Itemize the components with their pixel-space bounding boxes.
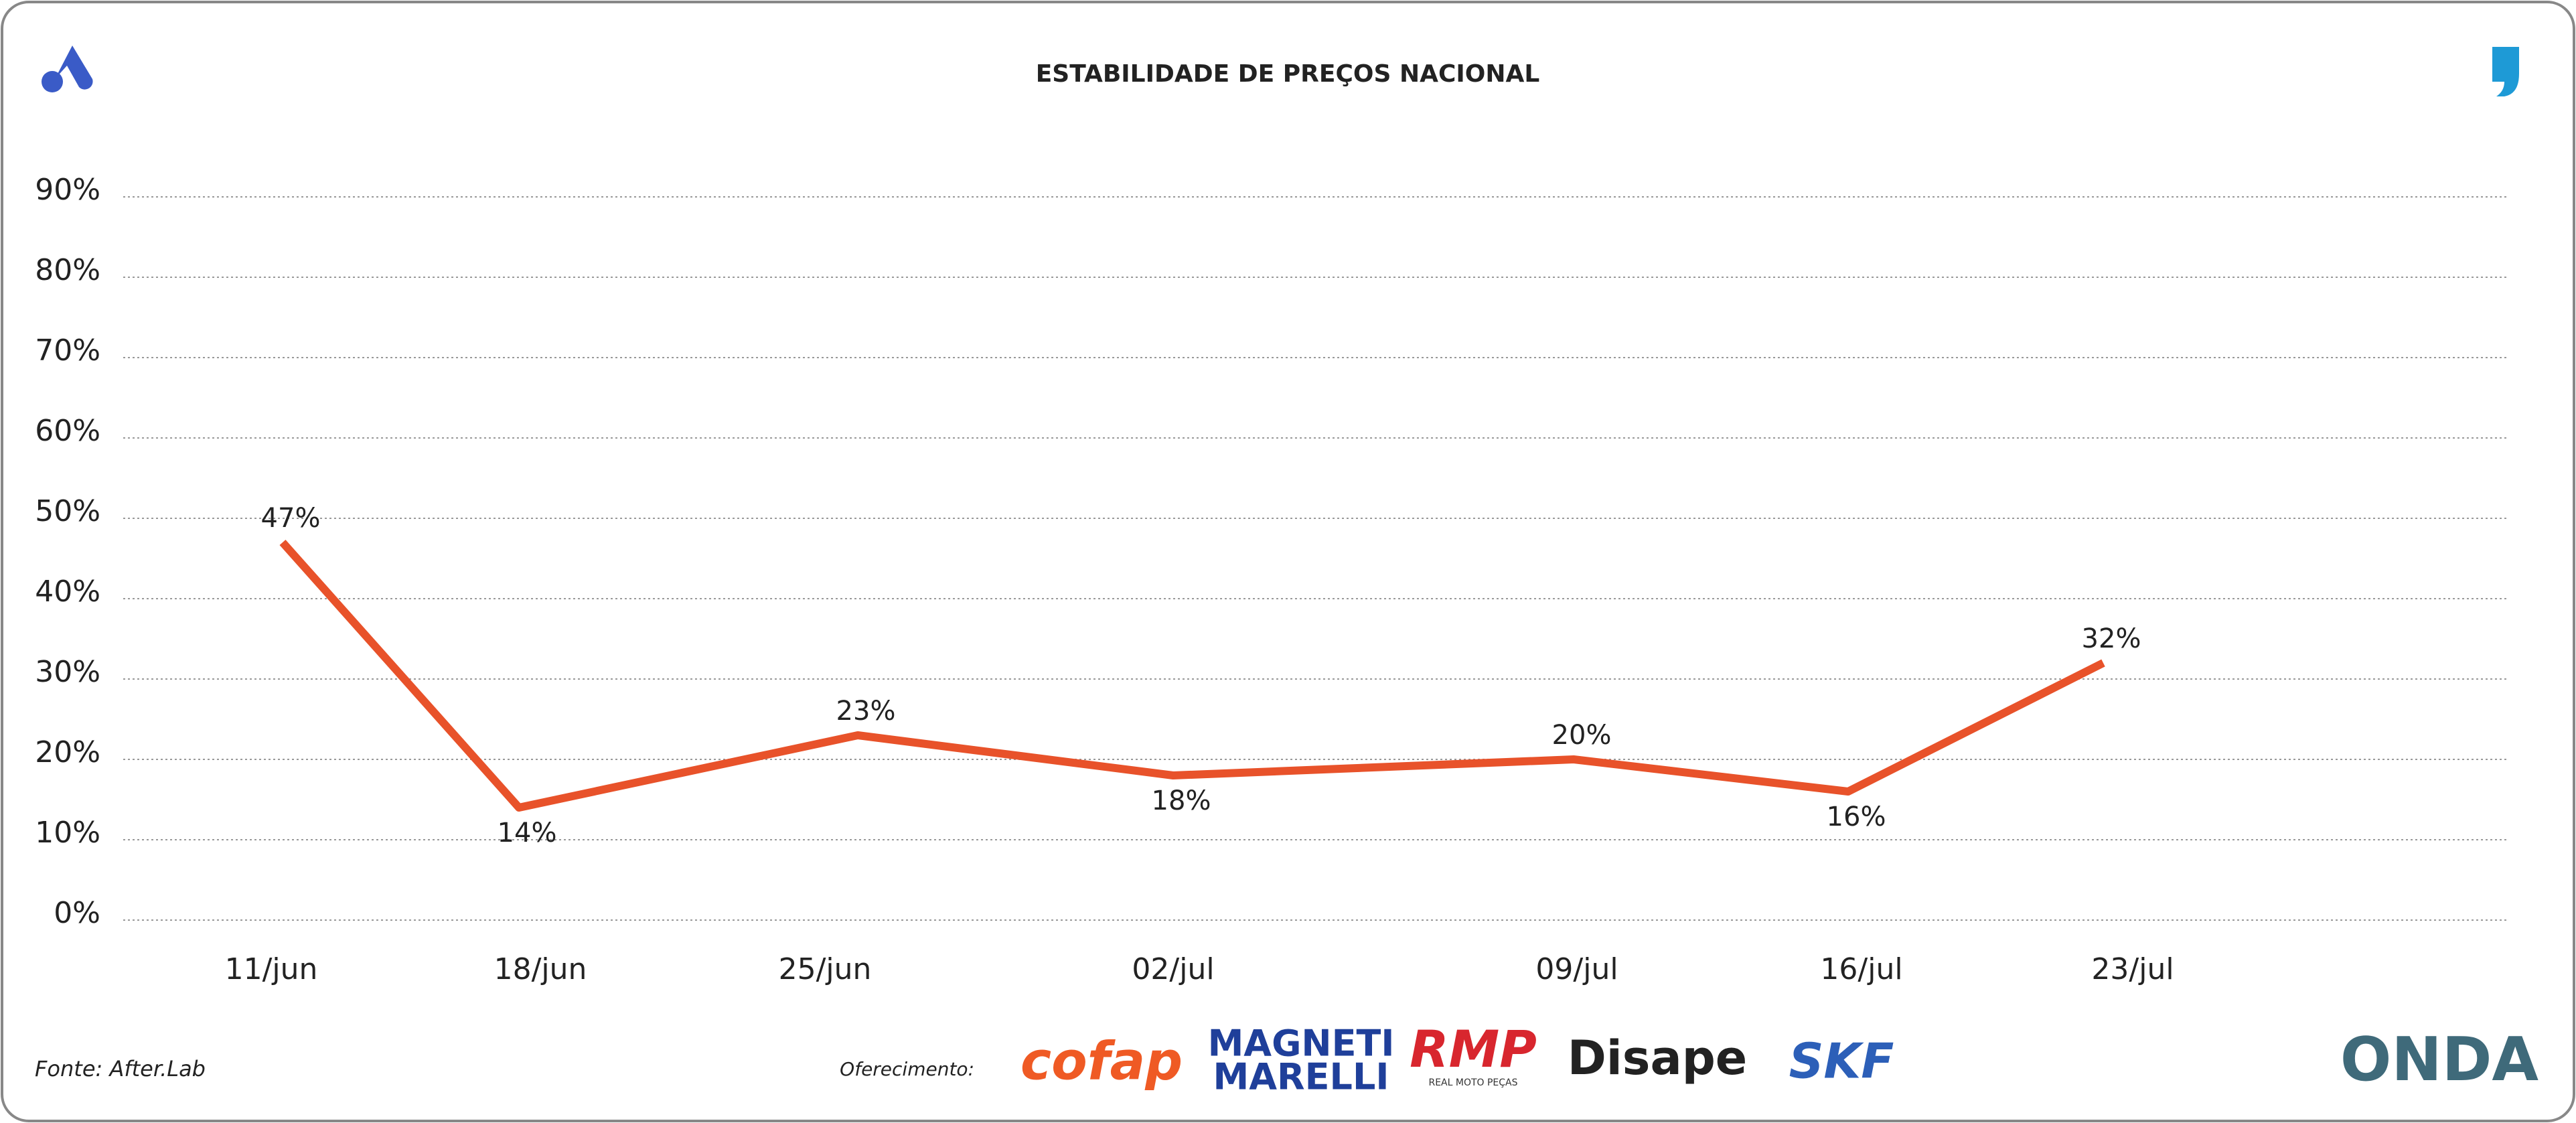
sponsor-logo: MAGNETI [1208,1023,1395,1065]
y-tick-label: 60% [35,414,100,448]
y-tick-label: 40% [35,575,100,609]
y-tick-label: 50% [35,494,100,528]
sponsor-label: Oferecimento: [840,1058,974,1080]
data-label: 20% [1552,720,1612,751]
sponsor-logo: RMP [1410,1019,1537,1079]
x-tick-label: 18/jun [494,952,587,986]
left-logo [42,46,93,92]
data-label: 18% [1152,785,1211,816]
x-tick-label: 23/jul [2091,952,2174,986]
y-tick-label: 30% [35,655,100,689]
y-tick-label: 80% [35,253,100,287]
y-tick-label: 10% [35,816,100,850]
source: Fonte: After.Lab [35,1056,206,1081]
right-logo [2492,47,2519,96]
x-tick-label: 16/jul [1820,952,1902,986]
sponsor-logo: REAL MOTO PEÇAS [1428,1077,1517,1088]
sponsor-logo: SKF [1789,1033,1894,1090]
data-label: 32% [2082,623,2141,654]
data-label: 14% [498,818,557,848]
chart-title: ESTABILIDADE DE PREÇOS NACIONAL [1036,60,1540,88]
brand-logo: ONDA [2340,1025,2539,1095]
sponsor-logo: cofap [1020,1031,1183,1092]
sponsor-logo: MARELLI [1213,1056,1389,1098]
x-tick-label: 25/jun [779,952,872,986]
y-tick-label: 20% [35,735,100,769]
x-tick-label: 09/jul [1535,952,1618,986]
y-tick-label: 90% [35,173,100,207]
data-label: 23% [836,696,896,727]
x-tick-label: 11/jun [225,952,318,986]
data-label: 16% [1827,802,1886,832]
data-label: 47% [261,503,321,534]
sponsor-logo: Disape [1568,1031,1748,1085]
x-tick-label: 02/jul [1132,952,1214,986]
y-tick-label: 70% [35,333,100,368]
y-tick-label: 0% [54,896,100,930]
data-line [279,540,2105,812]
